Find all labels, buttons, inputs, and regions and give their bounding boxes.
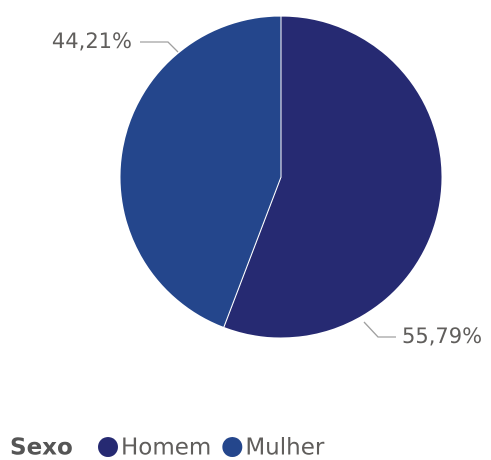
legend-label: Mulher <box>245 435 325 460</box>
data-label: 55,79% <box>402 324 482 348</box>
leader-line <box>363 321 396 338</box>
data-label: 44,21% <box>52 29 132 53</box>
pie-slice <box>223 15 443 339</box>
legend-title: Sexo <box>10 435 73 460</box>
legend-label: Homem <box>121 435 211 460</box>
legend-marker <box>98 437 118 457</box>
leader-line <box>140 41 179 53</box>
legend-marker <box>222 437 243 457</box>
pie-slice <box>119 15 282 329</box>
